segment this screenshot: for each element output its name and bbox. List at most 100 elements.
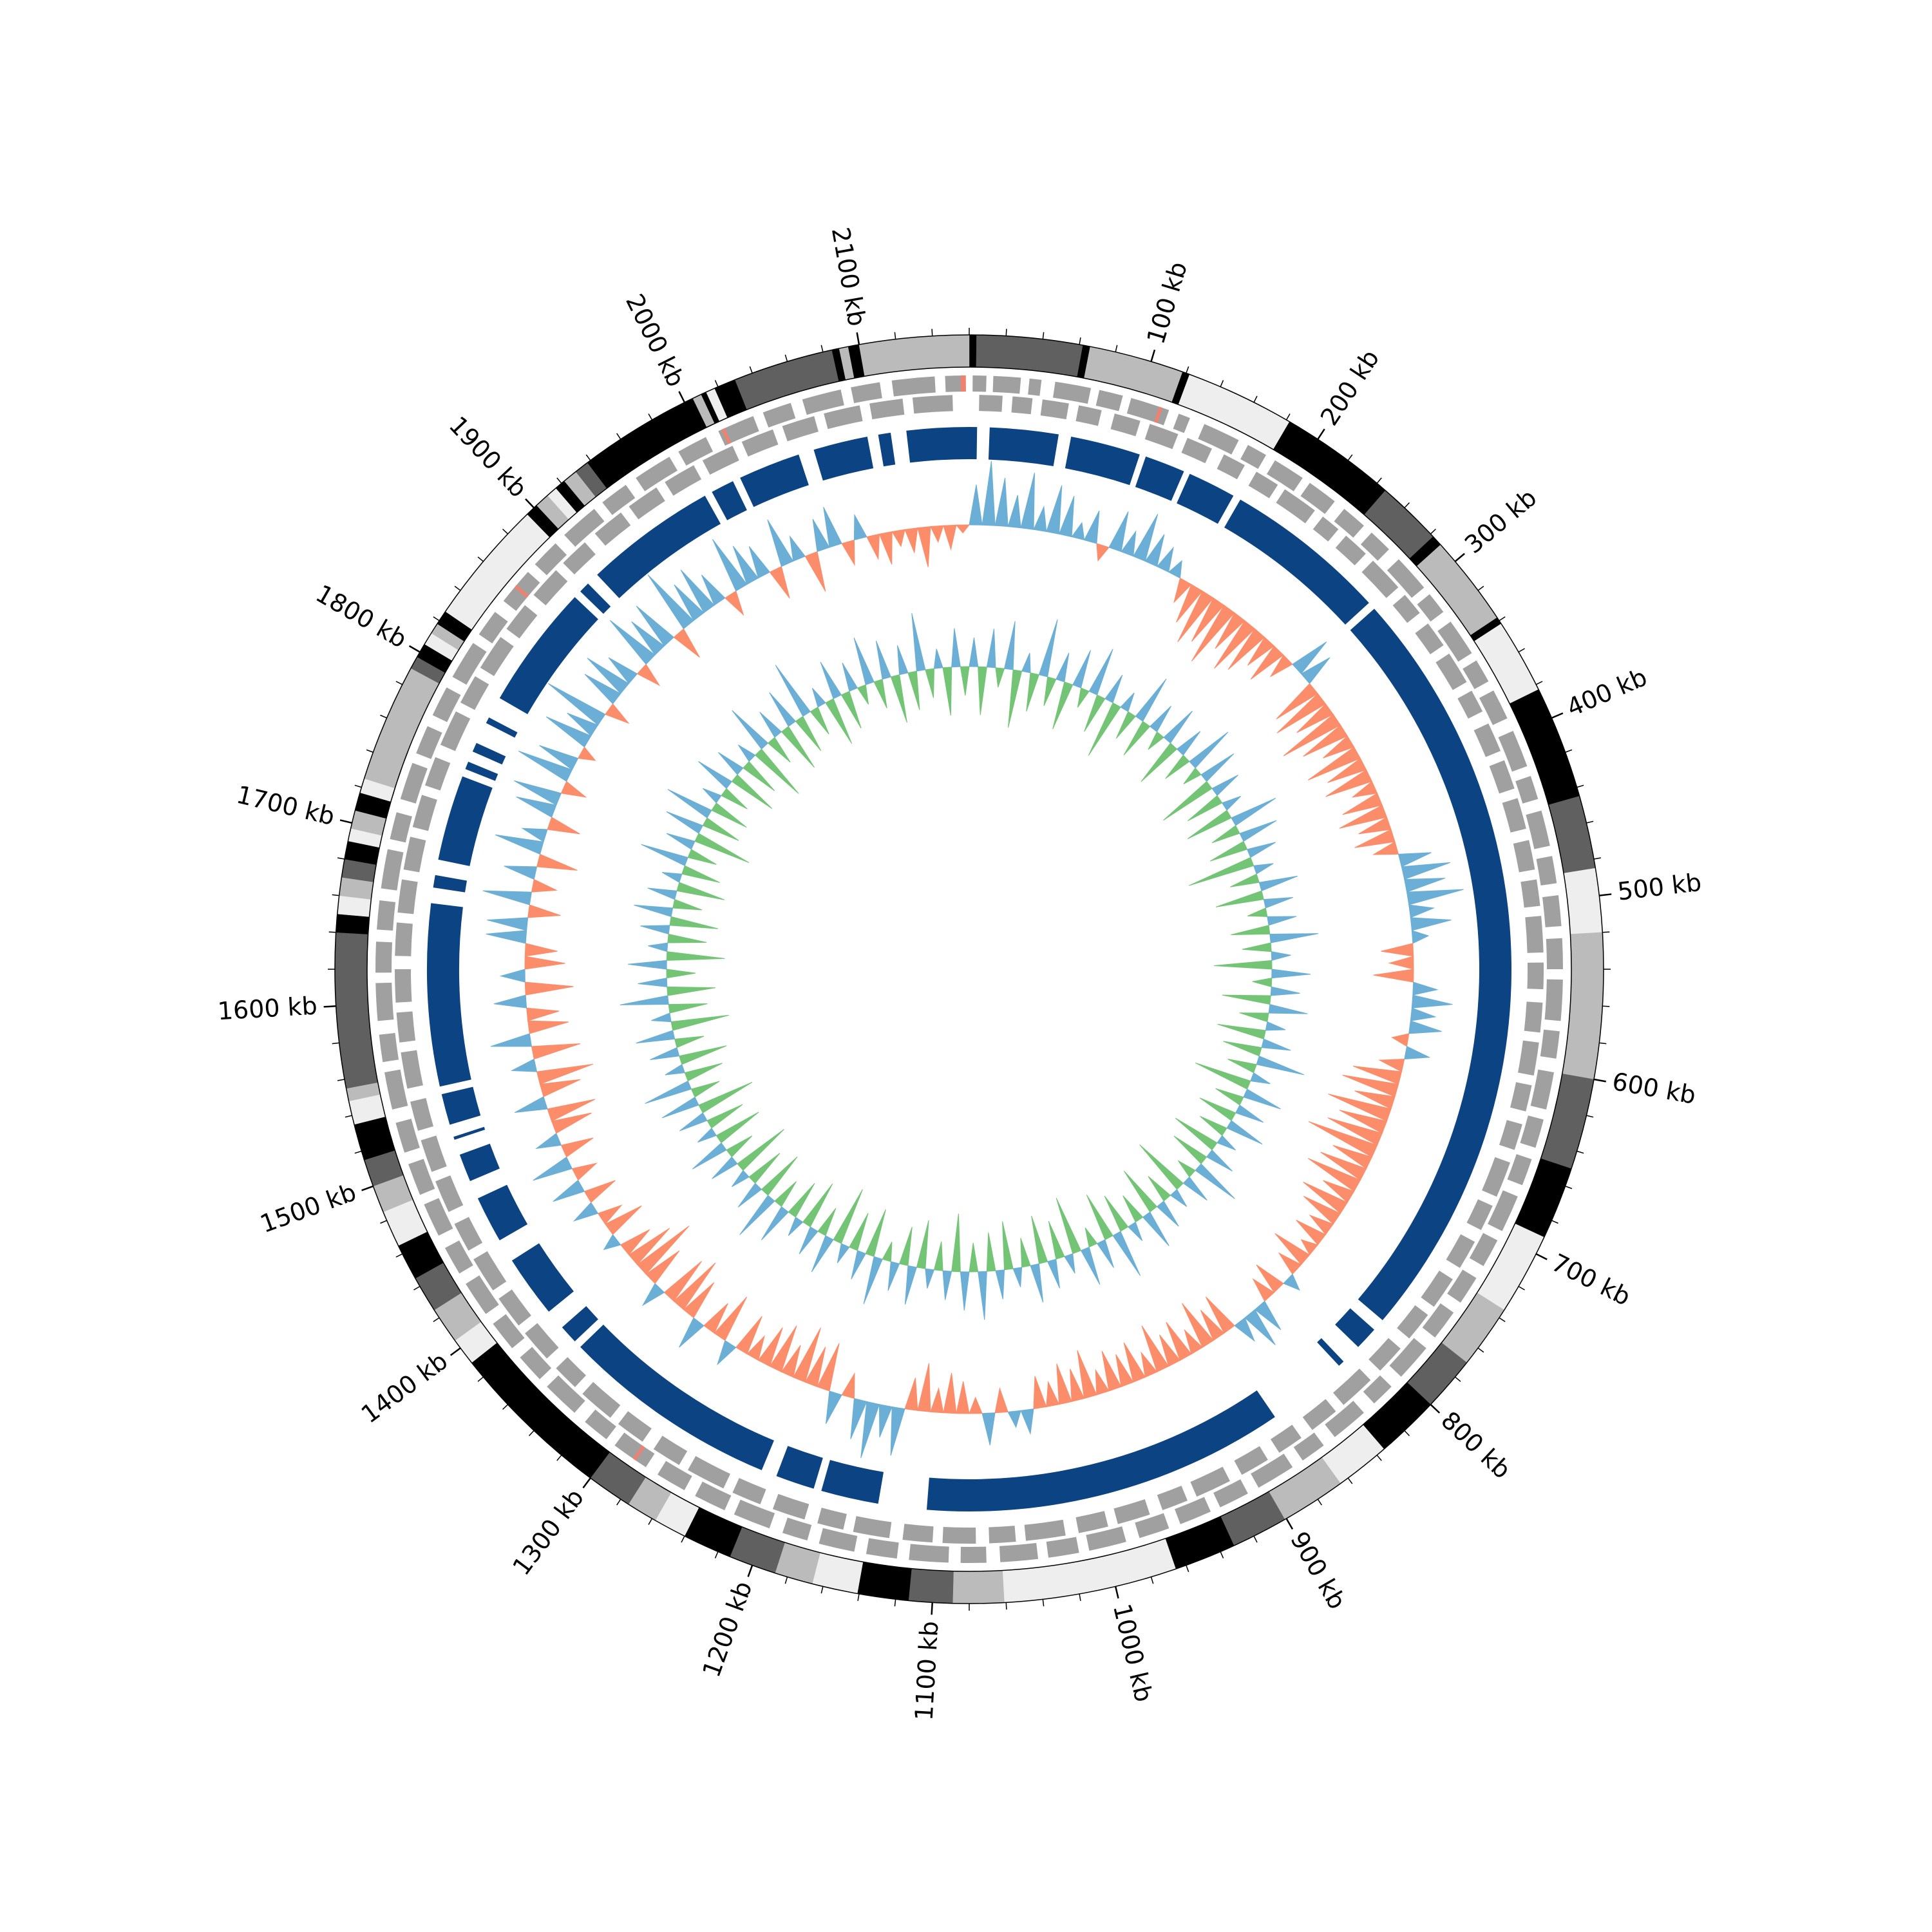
gene-reverse — [424, 757, 451, 791]
major-tick — [678, 391, 686, 403]
major-tick — [1454, 553, 1465, 562]
gene-forward — [1437, 621, 1472, 662]
signal-spike — [969, 637, 979, 667]
signal-spike — [1159, 1334, 1181, 1367]
signal-spike — [1046, 485, 1063, 535]
block — [813, 437, 874, 481]
signal-spike — [1148, 1176, 1171, 1202]
signal-spike — [1276, 683, 1318, 720]
signal-spike — [995, 1269, 1005, 1300]
gene-forward — [432, 687, 461, 723]
signal-spike — [634, 904, 674, 918]
signal-spike — [890, 674, 907, 723]
minor-tick — [328, 931, 336, 933]
signal-spike — [1148, 731, 1164, 750]
signal-spike — [526, 1007, 560, 1021]
signal-spike — [499, 969, 526, 983]
signal-spike — [1244, 1309, 1276, 1345]
gene-reverse — [454, 1217, 483, 1251]
signal-spike — [524, 943, 558, 957]
band — [952, 1570, 1005, 1604]
gene-reverse — [412, 795, 437, 831]
signal-spike — [811, 1235, 834, 1273]
gene-forward — [1469, 1233, 1498, 1266]
gene-forward — [602, 484, 636, 515]
gene-reverse — [594, 512, 631, 546]
gene-reverse — [1524, 1001, 1543, 1033]
minor-tick — [681, 1535, 685, 1543]
signal-spike — [703, 1303, 728, 1334]
block — [1135, 456, 1184, 501]
signal-spike — [1227, 628, 1265, 670]
band — [908, 1568, 954, 1604]
major-tick — [1114, 1586, 1119, 1599]
minor-tick — [820, 345, 824, 352]
signal-spike — [1303, 724, 1348, 757]
gene-reverse — [1332, 1368, 1371, 1405]
signal-spike — [516, 796, 557, 818]
minor-tick — [1079, 337, 1081, 345]
gene-forward — [375, 942, 392, 973]
band — [336, 913, 370, 934]
signal-spike — [721, 788, 748, 810]
signal-spike — [788, 1183, 815, 1218]
signal-spike — [551, 1112, 592, 1134]
minor-tick — [1577, 784, 1584, 788]
signal-spike — [535, 1132, 562, 1150]
signal-spike — [956, 1381, 970, 1414]
block — [1224, 499, 1369, 625]
block — [988, 427, 1059, 466]
signal-spike — [679, 1112, 708, 1132]
gene-reverse — [1144, 424, 1179, 450]
major-tick — [1317, 428, 1325, 440]
minor-tick — [1285, 413, 1291, 421]
gene-reverse — [1217, 454, 1245, 480]
gene-forward — [1463, 660, 1489, 690]
signal-spike — [1176, 731, 1201, 756]
gene-reverse — [435, 1175, 464, 1212]
signal-spike — [1235, 1104, 1264, 1123]
signal-spike — [1043, 676, 1057, 706]
major-tick — [1150, 349, 1156, 362]
signal-spike — [547, 1099, 596, 1122]
signal-spike — [969, 1396, 983, 1414]
signal-spike — [748, 546, 771, 579]
gene-forward — [960, 1546, 987, 1563]
major-tick — [1551, 712, 1564, 719]
minor-tick — [413, 1285, 421, 1291]
signal-spike — [1080, 1246, 1101, 1285]
gene-forward — [381, 849, 404, 891]
minor-tick — [1376, 1455, 1382, 1461]
signal-spike — [636, 1226, 690, 1275]
minor-tick — [380, 714, 387, 719]
gene-reverse — [1270, 1425, 1302, 1453]
signal-spike — [714, 1296, 748, 1341]
gene-forward — [520, 1347, 552, 1379]
gene-forward — [891, 376, 936, 397]
gene-forward — [1046, 1537, 1079, 1558]
signal-spike — [1052, 681, 1074, 730]
signal-spike — [1327, 757, 1367, 783]
gene-reverse — [401, 1050, 423, 1089]
block — [906, 427, 969, 463]
block — [1317, 1338, 1344, 1366]
signal-spike — [521, 828, 548, 842]
minor-tick — [556, 1455, 562, 1461]
gene-forward — [1334, 509, 1364, 538]
signal-spike — [1411, 994, 1453, 1009]
signal-spike — [1388, 956, 1414, 970]
block — [821, 1459, 884, 1504]
minor-tick — [1535, 681, 1543, 685]
signal-spike — [666, 951, 725, 961]
signal-spike — [1104, 674, 1123, 704]
signal-spike — [645, 1250, 680, 1284]
signal-spike — [897, 645, 909, 676]
gene-forward — [564, 509, 605, 547]
signal-spike — [754, 748, 799, 794]
gene-forward — [384, 1069, 408, 1110]
signal-spike — [978, 666, 987, 715]
block — [441, 1086, 481, 1125]
gene-forward — [1546, 938, 1563, 969]
signal-spike — [1141, 743, 1178, 782]
